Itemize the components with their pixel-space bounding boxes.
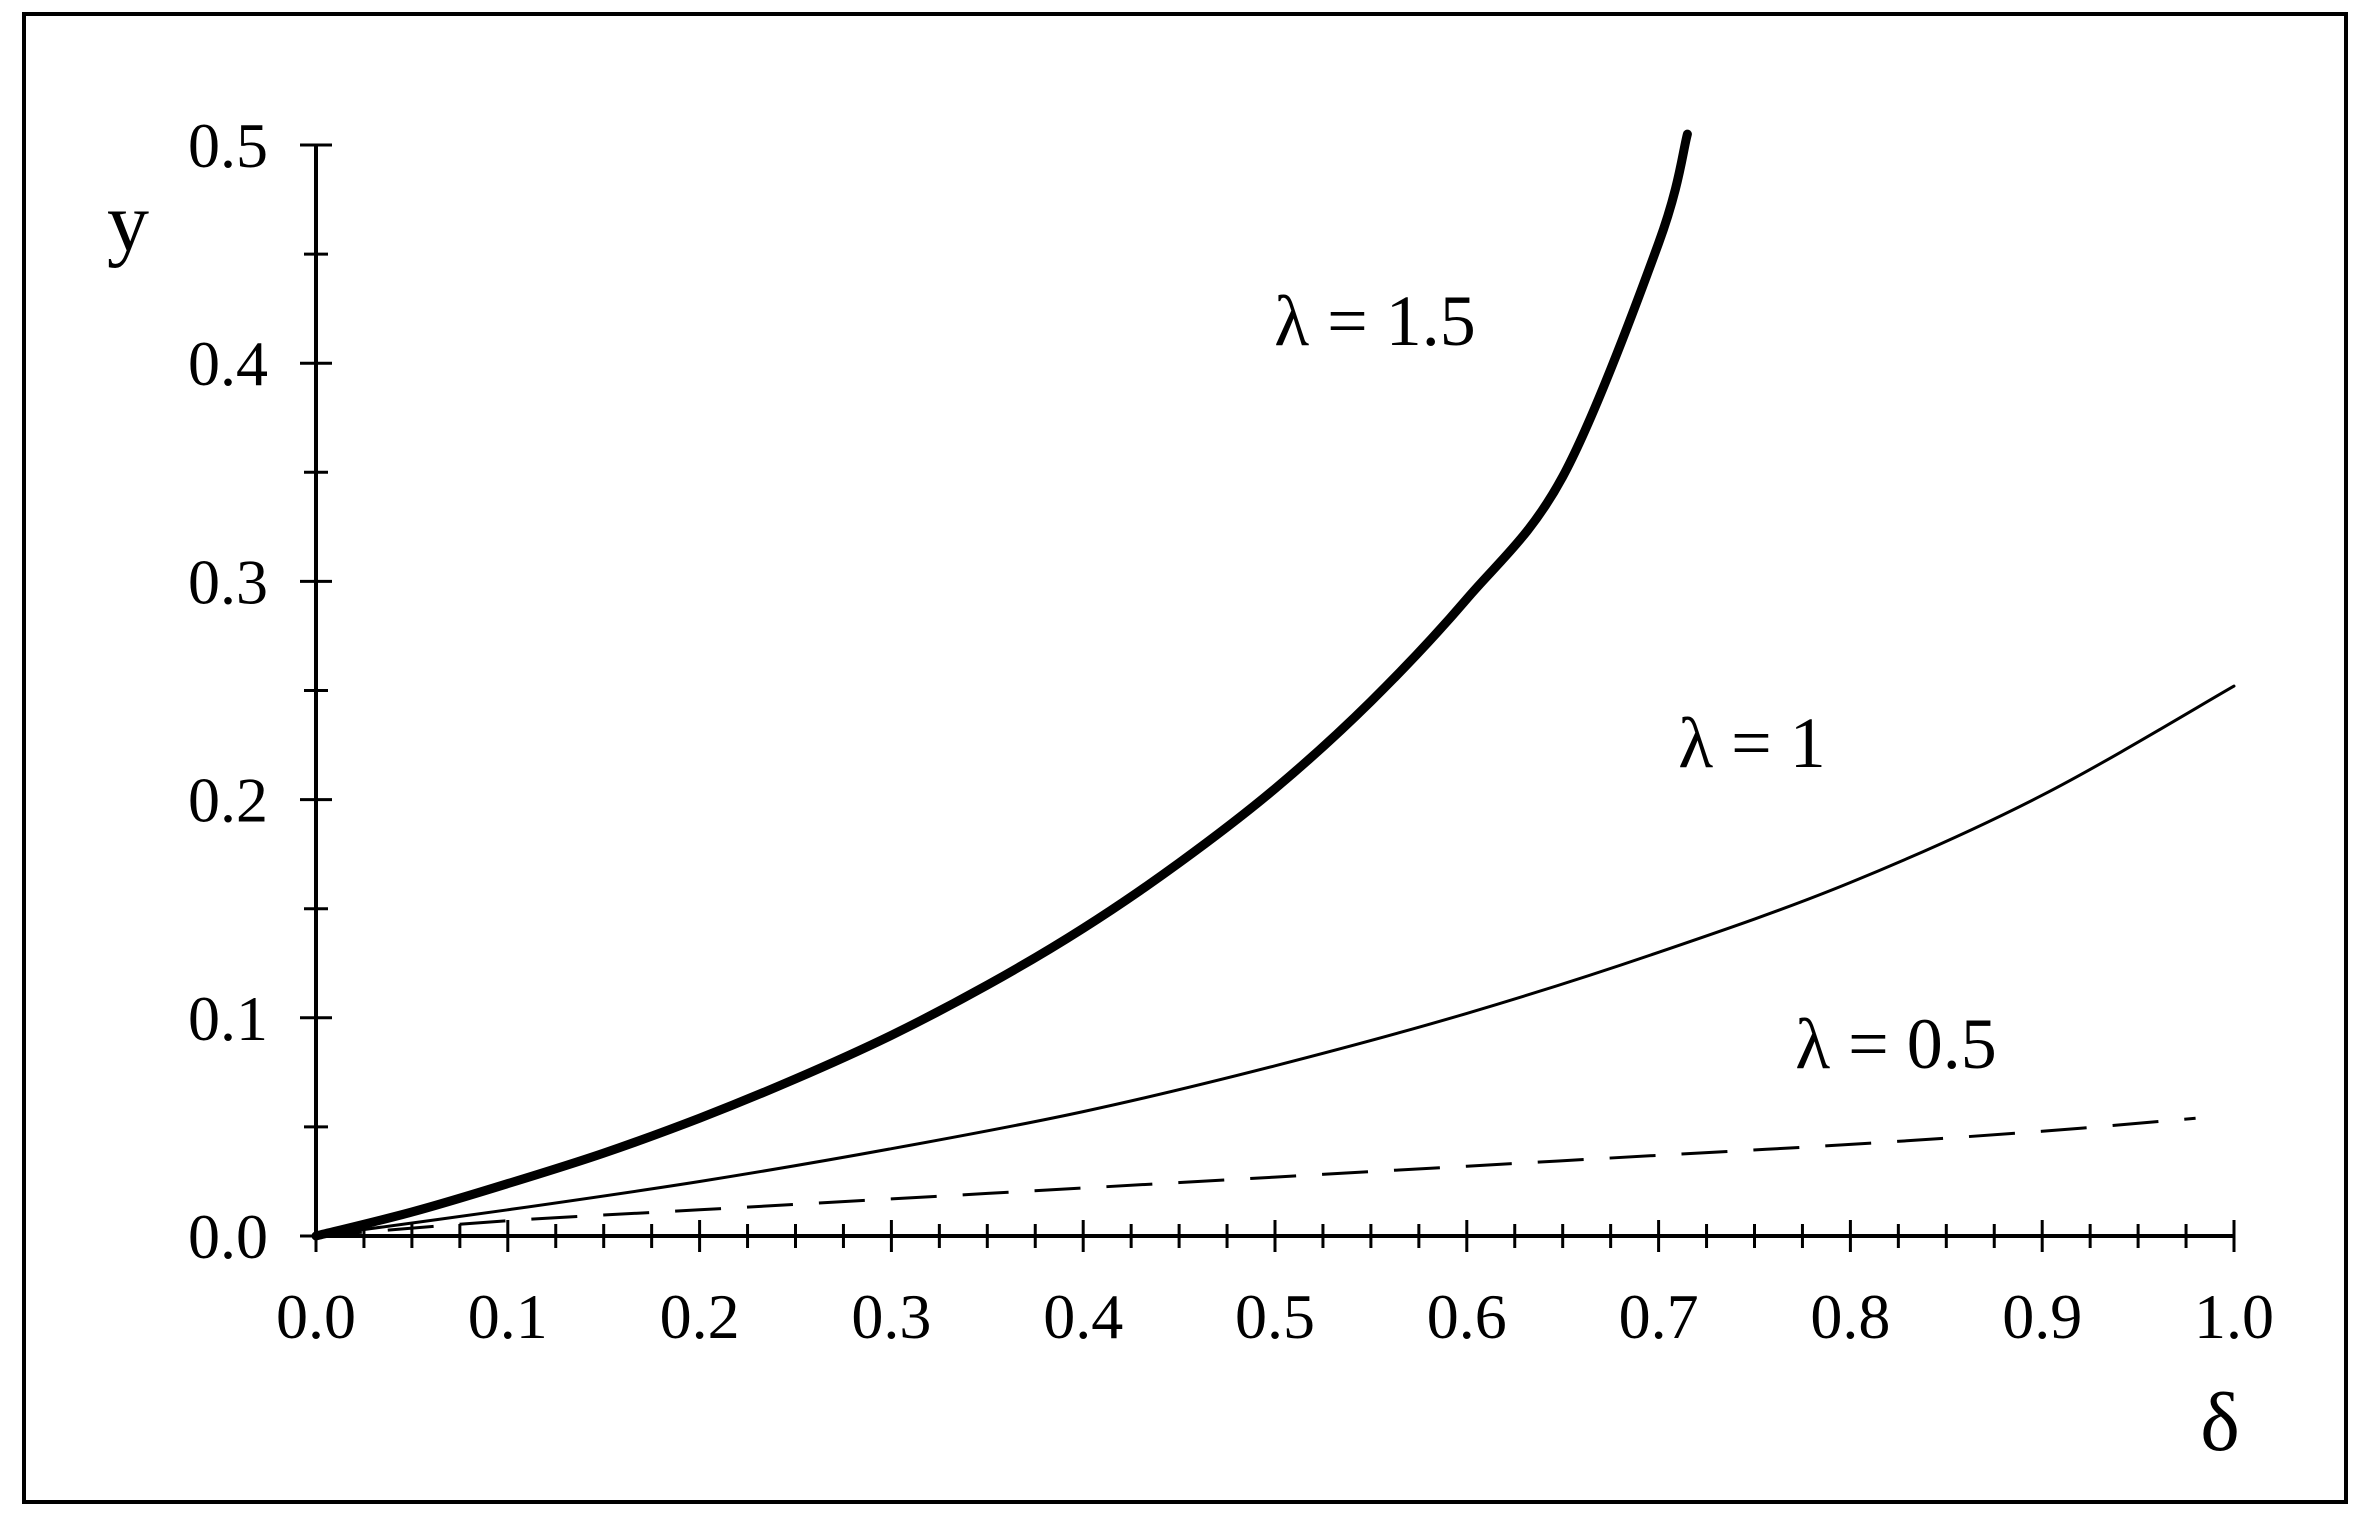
y-tick-label: 0.0 [188,1201,268,1272]
x-tick-label: 0.0 [276,1281,356,1352]
series-label-lambda-1: λ = 1 [1678,703,1826,783]
x-tick-label: 0.5 [1235,1281,1315,1352]
y-tick-label: 0.3 [188,546,268,617]
x-tick-label: 1.0 [2194,1281,2274,1352]
x-tick-label: 0.3 [851,1281,931,1352]
x-tick-label: 0.6 [1427,1281,1507,1352]
series-line-0 [311,129,1692,1241]
x-tick-label: 0.2 [660,1281,740,1352]
y-tick-label: 0.5 [188,110,268,181]
x-tick-label: 0.7 [1619,1281,1699,1352]
y-tick-label: 0.1 [188,983,268,1054]
y-axis-title: y [107,176,149,269]
series-line-2 [315,1116,2196,1238]
chart-frame [22,12,2348,1504]
y-tick-label: 0.4 [188,328,268,399]
x-tick-label: 0.8 [1810,1281,1890,1352]
y-tick-label: 0.2 [188,765,268,836]
x-tick-label: 0.4 [1043,1281,1123,1352]
series-line-1 [314,684,2236,1238]
x-tick-label: 0.9 [2002,1281,2082,1352]
series-label-lambda-0-5: λ = 0.5 [1795,1004,1997,1084]
series-layer [311,129,2236,1241]
x-axis-title: δ [2200,1376,2240,1469]
axes-layer: 0.0 0.1 0.2 0.3 0.4 0.5 0.6 0.7 0.8 0.9 1.0 0.0 0.1 0… [188,110,2274,1352]
labels-layer: y δ λ = 1.5 λ = 1 λ = 0.5 [107,176,2240,1469]
series-label-lambda-1-5: λ = 1.5 [1274,281,1476,361]
x-tick-label: 0.1 [468,1281,548,1352]
